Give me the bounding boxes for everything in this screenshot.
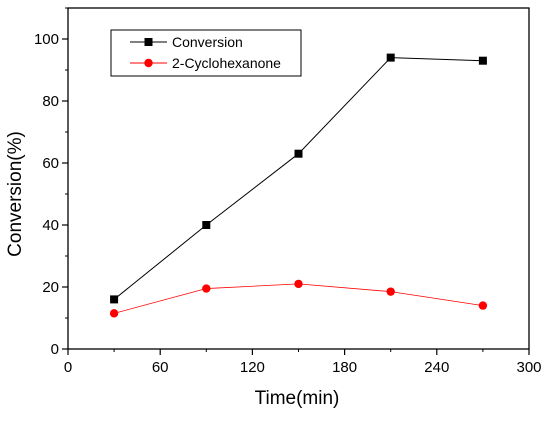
data-point-conversion bbox=[202, 221, 211, 229]
series-layer bbox=[109, 53, 488, 318]
y-tick-label: 40 bbox=[42, 217, 59, 234]
x-tick-label: 120 bbox=[240, 359, 265, 376]
x-axis-title: Time(min) bbox=[255, 388, 340, 409]
data-point-2-cyclohexanone bbox=[478, 301, 488, 310]
legend-box bbox=[110, 29, 302, 77]
data-point-2-cyclohexanone bbox=[294, 279, 303, 289]
legend-marker-2-cyclohexanone bbox=[144, 58, 153, 68]
y-tick-label: 100 bbox=[34, 31, 59, 48]
x-tick-label: 180 bbox=[332, 359, 357, 376]
legend: Conversion 2-Cyclohexanone bbox=[110, 29, 302, 77]
data-point-2-cyclohexanone bbox=[109, 309, 119, 318]
data-point-conversion bbox=[386, 53, 395, 62]
y-tick-label: 0 bbox=[51, 341, 59, 358]
y-axis-title: Conversion(%) bbox=[5, 131, 26, 257]
axes-layer: 0 60 120 180 240 300 0 20 40 60 80 100 bbox=[34, 7, 542, 376]
data-point-conversion bbox=[110, 295, 119, 304]
y-tick-label: 20 bbox=[42, 279, 59, 296]
y-tick-label: 60 bbox=[42, 155, 59, 172]
x-tick-label: 0 bbox=[64, 359, 72, 376]
plot-frame bbox=[67, 7, 530, 350]
data-point-conversion bbox=[294, 149, 303, 158]
series-line-conversion bbox=[113, 57, 483, 300]
series-line-2-cyclohexanone bbox=[113, 283, 483, 314]
data-point-2-cyclohexanone bbox=[202, 284, 211, 293]
x-tick-label: 240 bbox=[424, 359, 449, 376]
x-tick-label: 60 bbox=[152, 359, 169, 376]
x-tick-label: 300 bbox=[516, 359, 541, 376]
legend-label-2-cyclohexanone: 2-Cyclohexanone bbox=[172, 55, 281, 71]
plot-area bbox=[67, 7, 530, 350]
data-point-2-cyclohexanone bbox=[386, 287, 395, 296]
legend-marker-conversion bbox=[144, 38, 153, 46]
y-tick-label: 80 bbox=[42, 93, 59, 110]
legend-label-conversion: Conversion bbox=[172, 34, 243, 50]
data-point-conversion bbox=[478, 56, 487, 65]
